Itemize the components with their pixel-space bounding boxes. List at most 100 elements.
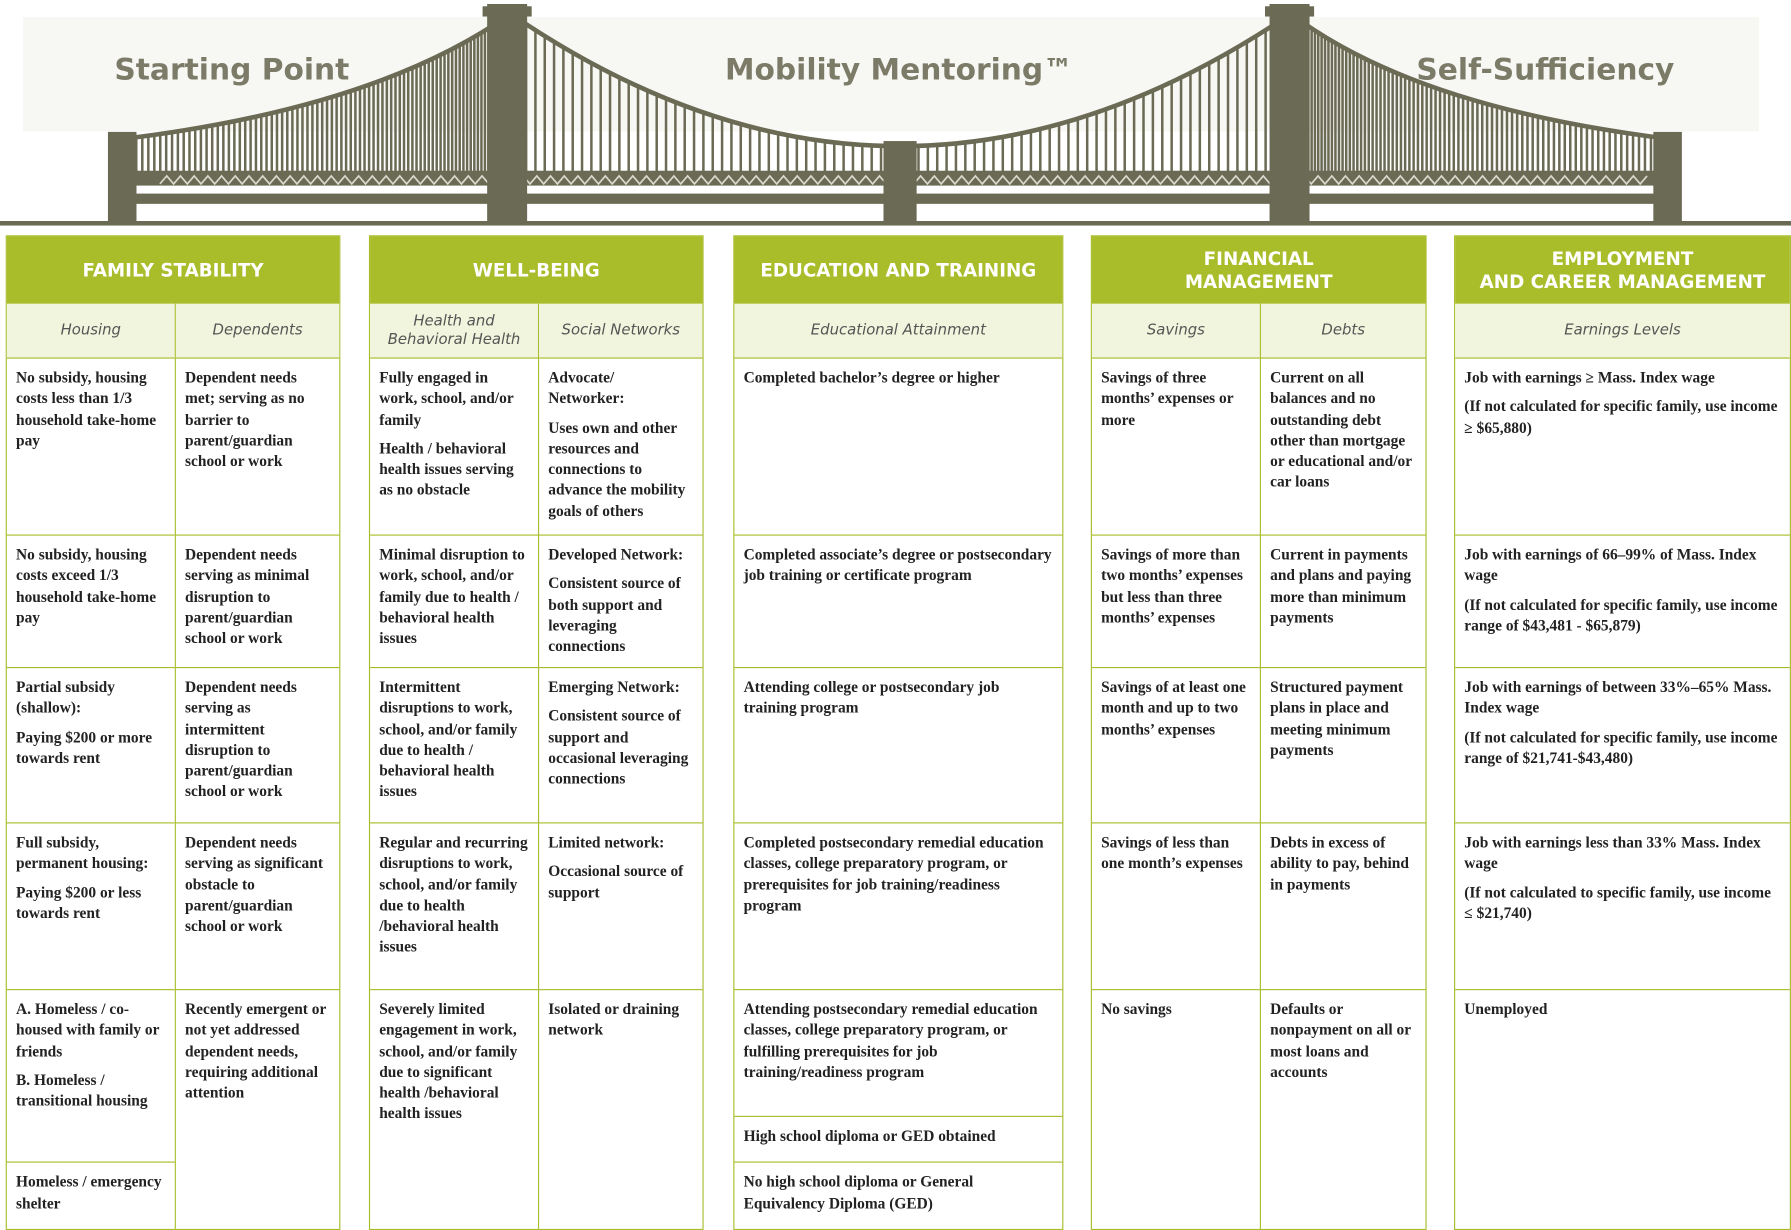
columns: Health and Behavioral Health Fully engage… [370,303,703,1229]
cell-text: Severely limited engagement in work, sch… [379,1000,518,1123]
cable [119,11,512,142]
column-header: Earnings Levels [1455,303,1790,359]
cell-text: Completed bachelor’s degree or higher [743,368,1000,387]
cell-block: Regular and recurring disruptions to wor… [370,823,538,989]
cell-text: B. Homeless / transitional housing [15,1071,148,1110]
cell-text: Attending postsecondary remedial educati… [743,1000,1038,1081]
cell-block: Job with earnings of between 33%–65% Mas… [1455,668,1790,822]
cell: Developed Network: Consistent source of b… [539,536,703,669]
cell: Completed postsecondary remedial educati… [734,823,1063,991]
bridge-banner: Starting Point Mobility Mentoring™ Self-… [0,3,1791,226]
cell-text: Paying $200 or less towards rent [15,883,142,922]
cell: Savings of less than one month’s expense… [1091,823,1260,991]
cell-text: (If not calculated for specific family, … [1464,397,1778,436]
panel-title: EMPLOYMENT [1551,247,1694,269]
cell-text: Intermittent disruptions to work, school… [379,678,518,801]
cell-text: Current on all balances and no outstandi… [1270,368,1412,491]
cell: Defaults or nonpayment on all or most lo… [1261,990,1425,1229]
cell-text: Job with earnings less than 33% Mass. In… [1464,833,1761,872]
panel-title: MANAGEMENT [1184,270,1333,292]
cell: No subsidy, housing costs exceed 1/3 hou… [6,536,175,669]
cell-block: No savings [1092,990,1260,1229]
cell: Savings of more than two months’ expense… [1091,536,1260,669]
cell: Dependent needs serving as significant o… [175,823,340,991]
cell-text: Completed associate’s degree or postseco… [743,545,1052,584]
cell-block: Unemployed [1455,990,1790,1229]
cell-block: Completed postsecondary remedial educati… [734,823,1062,989]
tower-cap [1264,6,1315,17]
cell-text: Full subsidy, permanent housing: [15,833,149,872]
cell-block: Job with earnings ≥ Mass. Index wage (If … [1455,359,1790,535]
cell-text: A. Homeless / co-housed with family or f… [15,1000,160,1060]
cell: Fully engaged in work, school, and/or fa… [370,359,538,536]
cell: Completed bachelor’s degree or higher [734,359,1063,536]
cell-text: Dependent needs met; serving as no barri… [185,368,305,470]
cell: Emerging Network: Consistent source of su… [539,668,703,824]
cell-text: No subsidy, housing costs exceed 1/3 hou… [15,545,157,626]
cell-text: (If not calculated for specific family, … [1464,728,1778,767]
cell-block: Dependent needs serving as significant o… [176,823,339,989]
cell-text: Consistent source of both support and le… [548,574,681,655]
cell: Debts in excess of ability to pay, behin… [1260,823,1426,991]
cell: Attending postsecondary remedial educati… [734,990,1063,1229]
cell-block: Savings of at least one month and up to … [1092,668,1260,822]
cell: Savings of at least one month and up to … [1091,668,1260,824]
column: Dependents Dependent needs met; serving a… [174,303,340,1229]
cell-block: Job with earnings of 66–99% of Mass. Ind… [1455,536,1790,667]
columns: Savings Savings of three months’ expenses… [1091,303,1426,1229]
cell-text: Fully engaged in work, school, and/or fa… [379,368,514,428]
cell-text: Structured payment plans in place and me… [1270,678,1404,759]
cell-text: Recently emergent or not yet addressed d… [185,1000,327,1102]
panel-header: FINANCIAL MANAGEMENT [1091,236,1426,304]
cell-block: Advocate/ Networker: Uses own and other r… [539,359,702,537]
cell-block: Completed bachelor’s degree or higher [734,359,1062,535]
cell-text: Job with earnings ≥ Mass. Index wage [1464,368,1715,387]
cell-text: Dependent needs serving as intermittent … [185,678,297,801]
cell-text: No subsidy, housing costs less than 1/3 … [15,368,157,449]
cell-block: Current in payments and plans and paying… [1261,536,1425,667]
panel-title: WELL-BEING [472,258,600,281]
cell-text: Homeless / emergency shelter [15,1173,162,1212]
cell-block: Dependent needs serving as intermittent … [176,668,339,822]
cell-block: Debts in excess of ability to pay, behin… [1261,823,1425,989]
cell-text: Uses own and other resources and connect… [548,418,686,520]
cell-text: Partial subsidy (shallow): [15,678,115,717]
cell: No subsidy, housing costs less than 1/3 … [6,359,175,536]
cell-text: Savings of three months’ expenses or mor… [1101,368,1234,428]
panel: FAMILY STABILITY Housing No subsidy, housi… [5,235,341,1230]
pier [883,141,917,225]
cell-block: Homeless / emergency shelter [6,1161,175,1229]
cell: Dependent needs serving as intermittent … [175,668,340,824]
center-label: Mobility Mentoring™ [725,52,1073,87]
cell-block: Severely limited engagement in work, sch… [370,990,538,1229]
panel: WELL-BEING Health and Behavioral Health Fu… [368,235,704,1230]
cell-text: Completed postsecondary remedial educati… [743,833,1044,914]
cell: Completed associate’s degree or postseco… [734,536,1063,669]
cell: Dependent needs met; serving as no barri… [175,359,340,536]
column: Debts Current on all balances and no outs… [1259,303,1426,1229]
column-header: Housing [6,303,175,359]
cell: Job with earnings of between 33%–65% Mas… [1455,668,1790,824]
cell-text: Job with earnings of between 33%–65% Mas… [1464,678,1772,717]
column-header: Debts [1260,303,1426,359]
cell: Job with earnings less than 33% Mass. In… [1455,823,1790,991]
cell: Structured payment plans in place and me… [1260,668,1426,824]
cell-text: No savings [1101,1000,1172,1018]
cell: Isolated or draining network [539,990,702,1229]
cell-block: Intermittent disruptions to work, school… [370,668,538,822]
cell-block: Current on all balances and no outstandi… [1261,359,1425,535]
cell-text: High school diploma or GED obtained [743,1127,996,1145]
cell-block: Dependent needs serving as minimal disru… [176,536,339,667]
cell-text: Dependent needs serving as significant o… [185,833,323,935]
cell-text: No high school diploma or General Equiva… [743,1173,974,1212]
column: Health and Behavioral Health Fully engage… [370,303,538,1229]
cell: Job with earnings of 66–99% of Mass. Ind… [1455,536,1790,669]
cell-text: Isolated or draining network [548,1000,680,1039]
cell: Full subsidy, permanent housing: Paying $… [6,823,175,991]
cell-block: Savings of more than two months’ expense… [1092,536,1260,667]
panel-title: FINANCIAL [1203,247,1314,269]
cell-text: Defaults or nonpayment on all or most lo… [1270,1000,1411,1081]
cell: Severely limited engagement in work, sch… [370,990,538,1229]
cable [1289,11,1674,142]
end-label: Self-Sufficiency [1416,52,1674,87]
